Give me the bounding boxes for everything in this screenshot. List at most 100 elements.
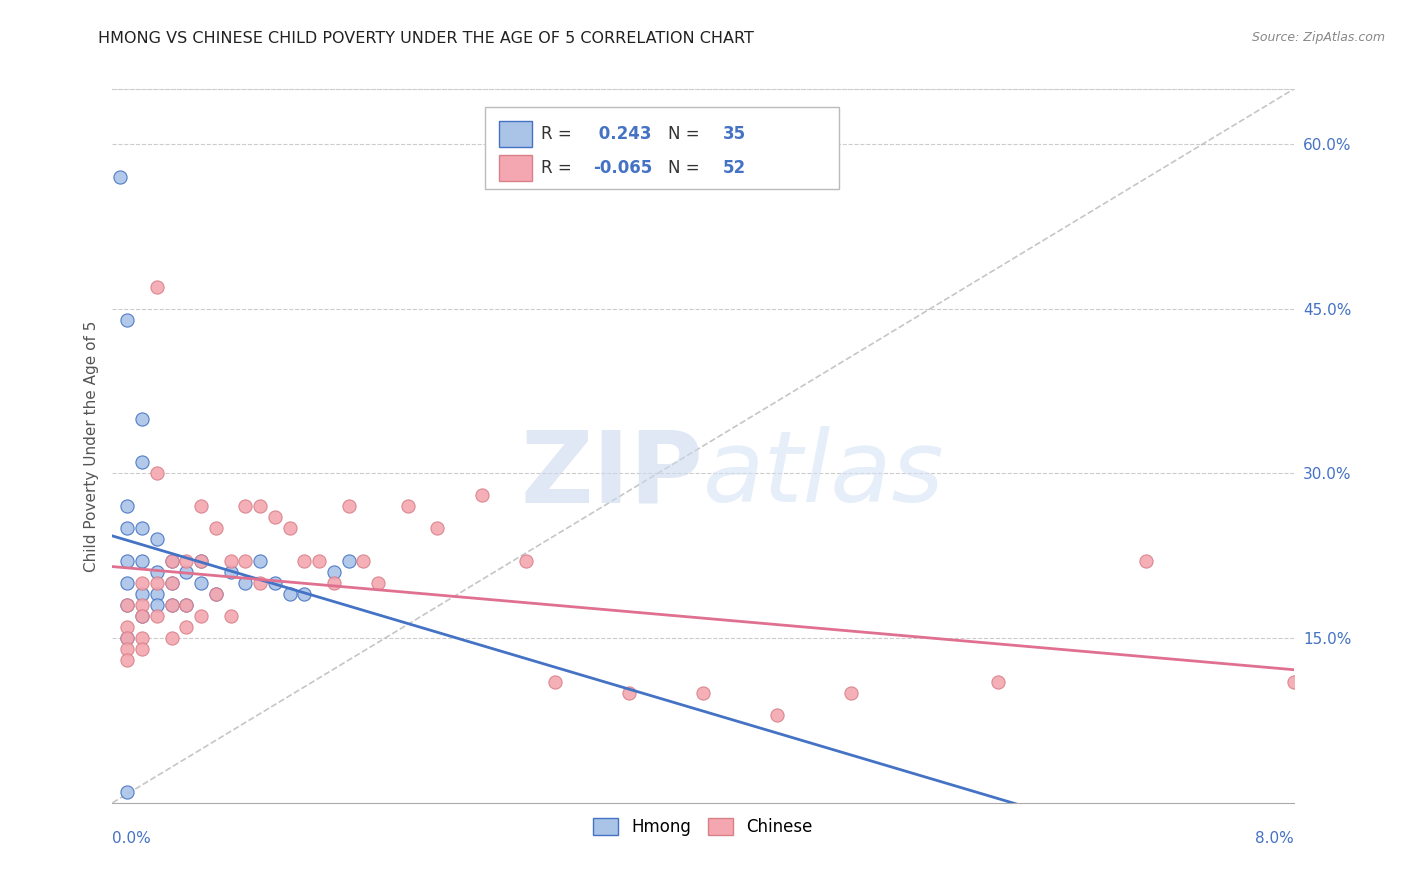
Point: [160, 554, 183, 568]
Point: [174, 598, 197, 612]
Point: [1135, 554, 1157, 568]
Point: [131, 576, 153, 591]
Point: [233, 500, 256, 514]
Point: [117, 598, 138, 612]
Point: [174, 620, 197, 634]
Point: [146, 467, 169, 481]
Point: [117, 598, 138, 612]
Point: [131, 609, 153, 624]
FancyBboxPatch shape: [485, 107, 839, 189]
Point: [1282, 675, 1305, 690]
Point: [117, 631, 138, 645]
Text: atlas: atlas: [703, 426, 945, 523]
Point: [131, 642, 153, 657]
Point: [249, 500, 271, 514]
Text: R =: R =: [541, 159, 578, 177]
Point: [292, 587, 315, 601]
Point: [160, 631, 183, 645]
Point: [233, 576, 256, 591]
Point: [117, 521, 138, 535]
Text: 8.0%: 8.0%: [1254, 831, 1294, 847]
Point: [146, 598, 169, 612]
Point: [426, 521, 449, 535]
Point: [117, 554, 138, 568]
Point: [264, 576, 287, 591]
Legend: Hmong, Chinese: Hmong, Chinese: [585, 810, 821, 845]
Text: N =: N =: [668, 159, 704, 177]
Point: [117, 500, 138, 514]
Point: [190, 576, 212, 591]
Point: [160, 576, 183, 591]
Point: [692, 686, 714, 700]
Text: Source: ZipAtlas.com: Source: ZipAtlas.com: [1251, 31, 1385, 45]
Point: [160, 576, 183, 591]
Point: [233, 554, 256, 568]
FancyBboxPatch shape: [499, 155, 531, 180]
Point: [987, 675, 1010, 690]
Point: [117, 631, 138, 645]
Text: 0.243: 0.243: [593, 125, 651, 143]
Point: [190, 554, 212, 568]
Point: [278, 521, 301, 535]
Text: HMONG VS CHINESE CHILD POVERTY UNDER THE AGE OF 5 CORRELATION CHART: HMONG VS CHINESE CHILD POVERTY UNDER THE…: [98, 31, 754, 46]
Point: [117, 620, 138, 634]
Point: [131, 631, 153, 645]
Point: [146, 587, 169, 601]
Point: [219, 554, 242, 568]
Point: [544, 675, 567, 690]
Point: [190, 609, 212, 624]
Point: [160, 554, 183, 568]
Point: [205, 587, 228, 601]
Point: [190, 500, 212, 514]
Point: [131, 411, 153, 425]
Y-axis label: Child Poverty Under the Age of 5: Child Poverty Under the Age of 5: [83, 320, 98, 572]
Point: [131, 609, 153, 624]
Point: [367, 576, 389, 591]
Point: [131, 455, 153, 469]
Point: [352, 554, 374, 568]
Point: [146, 280, 169, 294]
Point: [131, 554, 153, 568]
Point: [292, 554, 315, 568]
Point: [205, 521, 228, 535]
Point: [146, 576, 169, 591]
Point: [471, 488, 494, 502]
Point: [264, 510, 287, 524]
Point: [337, 554, 360, 568]
Point: [219, 566, 242, 580]
Point: [117, 653, 138, 667]
Text: 52: 52: [723, 159, 747, 177]
Point: [337, 500, 360, 514]
Point: [278, 587, 301, 601]
Text: N =: N =: [668, 125, 704, 143]
Point: [219, 609, 242, 624]
Point: [205, 587, 228, 601]
Text: R =: R =: [541, 125, 578, 143]
Point: [323, 576, 346, 591]
Point: [174, 598, 197, 612]
Point: [146, 609, 169, 624]
Point: [174, 554, 197, 568]
Point: [765, 708, 787, 723]
Point: [190, 554, 212, 568]
Point: [160, 598, 183, 612]
Point: [308, 554, 330, 568]
Point: [131, 521, 153, 535]
Point: [117, 642, 138, 657]
Point: [131, 598, 153, 612]
Point: [117, 785, 138, 799]
Point: [249, 554, 271, 568]
Point: [108, 169, 131, 184]
Text: 35: 35: [723, 125, 747, 143]
Point: [117, 312, 138, 326]
Point: [249, 576, 271, 591]
FancyBboxPatch shape: [499, 121, 531, 147]
Point: [131, 587, 153, 601]
Point: [117, 576, 138, 591]
Point: [323, 566, 346, 580]
Point: [174, 566, 197, 580]
Text: 0.0%: 0.0%: [112, 831, 152, 847]
Point: [146, 566, 169, 580]
Point: [146, 533, 169, 547]
Text: ZIP: ZIP: [520, 426, 703, 523]
